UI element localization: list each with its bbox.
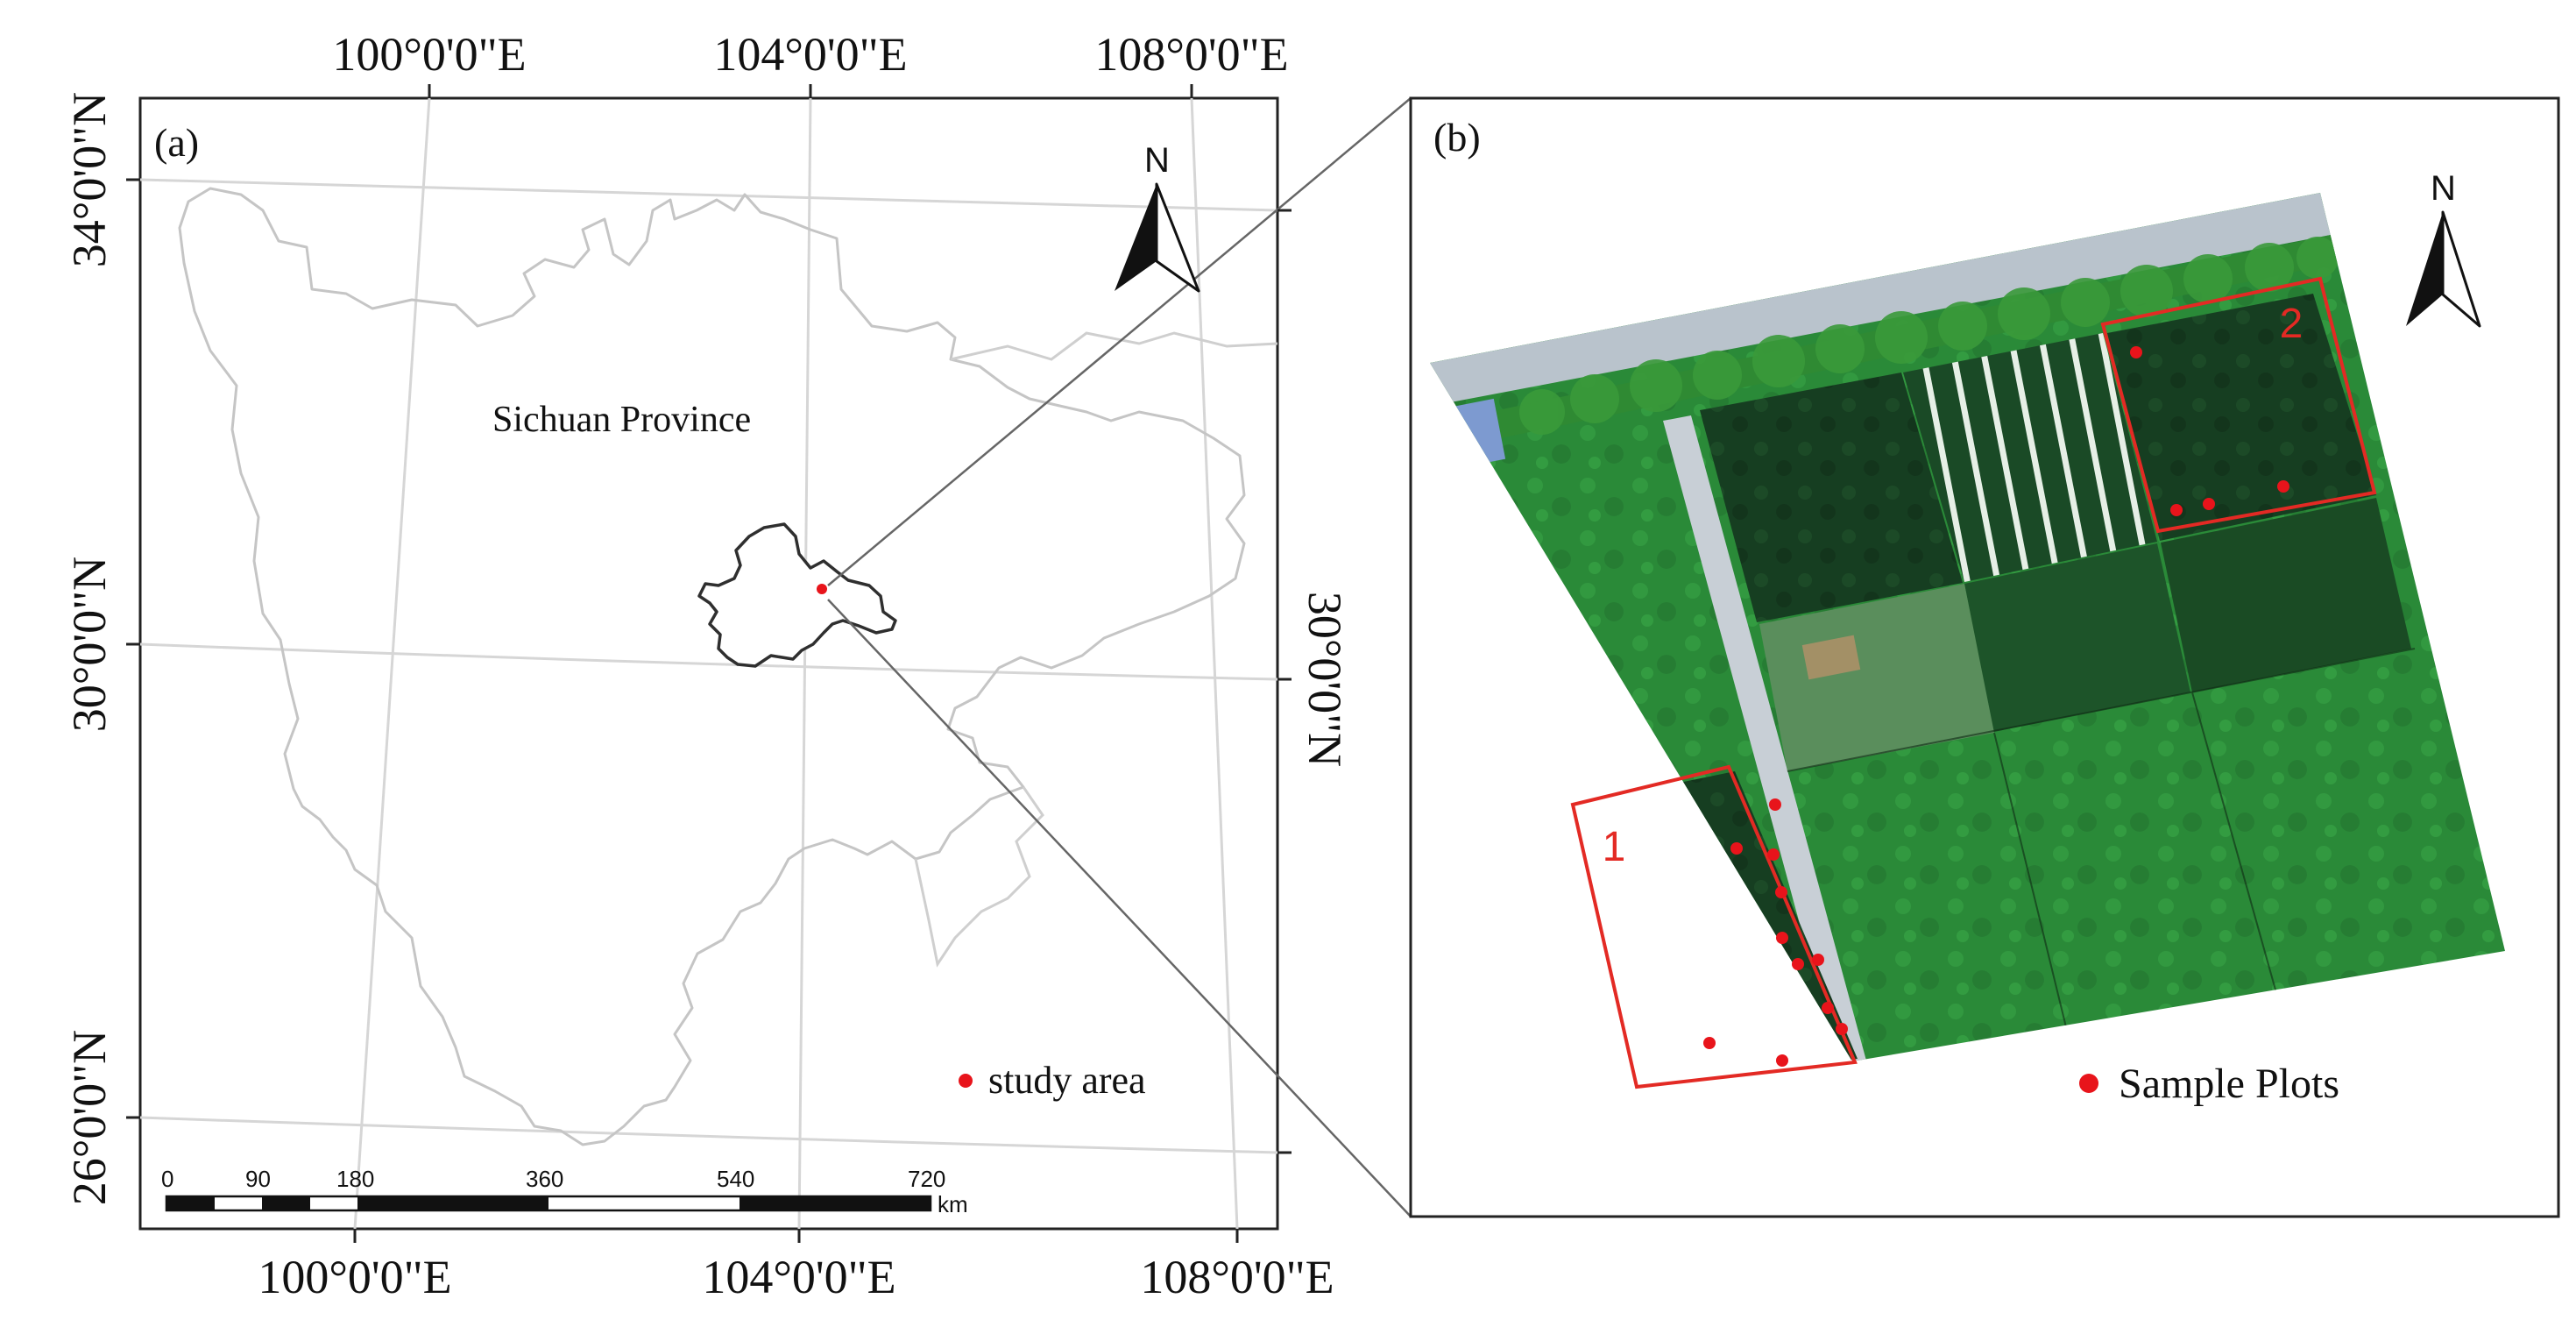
right-lat-label-30: 30°0'0"N xyxy=(1299,592,1351,767)
sample-point xyxy=(2277,480,2289,493)
sichuan-province-boundary xyxy=(178,187,1246,1146)
sample-plot-box-1: 1 xyxy=(1570,764,1858,1089)
sample-point xyxy=(1776,932,1788,944)
sample-point xyxy=(1730,842,1743,855)
plot-id-1: 1 xyxy=(1603,824,1626,870)
bottom-lon-label-100: 100°0'0"E xyxy=(258,1251,451,1303)
top-lon-label-108: 108°0'0"E xyxy=(1094,28,1288,81)
sample-point xyxy=(1812,954,1824,966)
sample-point xyxy=(1792,958,1804,970)
graticule-lat-30 xyxy=(140,642,1277,681)
graticule xyxy=(140,98,1277,1229)
field-dark xyxy=(1700,373,1963,622)
sample-point xyxy=(2130,346,2142,358)
field-dark xyxy=(2161,498,2411,692)
scalebar-segment xyxy=(740,1196,931,1210)
study-area-outline xyxy=(697,522,897,668)
legend-a: study area xyxy=(959,1059,1146,1102)
graticule-lat-34 xyxy=(140,178,1277,212)
scalebar-segment xyxy=(262,1196,310,1210)
province-label: Sichuan Province xyxy=(492,400,751,440)
scalebar-segment xyxy=(357,1196,548,1210)
bare-ground xyxy=(1801,635,1861,680)
north-arrow-icon xyxy=(1115,182,1200,293)
sample-point xyxy=(1836,1023,1848,1035)
panel-a: (a) Sichuan Province N study area 0 90 xyxy=(63,28,1412,1303)
field-dark xyxy=(1964,543,2190,732)
left-lat-label-26: 26°0'0"N xyxy=(63,1030,116,1205)
study-area-marker xyxy=(817,584,827,594)
scalebar: 0 90 180 360 540 720 km xyxy=(161,1166,968,1217)
sample-point xyxy=(1776,1054,1788,1067)
sample-point xyxy=(1775,886,1787,898)
legend-sample-plots-label: Sample Plots xyxy=(2119,1061,2339,1107)
left-lat-label-30: 30°0'0"N xyxy=(63,557,116,732)
plot-id-2: 2 xyxy=(2280,301,2304,347)
scalebar-unit: km xyxy=(938,1191,968,1217)
left-lat-label-34: 34°0'0"N xyxy=(63,92,116,267)
north-arrow-a: N xyxy=(1115,141,1200,293)
sample-point xyxy=(1769,798,1781,811)
scalebar-tick-180: 180 xyxy=(336,1166,374,1192)
field-striped xyxy=(1903,333,2157,582)
red-dot-icon xyxy=(959,1074,973,1088)
bottom-lon-label-108: 108°0'0"E xyxy=(1140,1251,1334,1303)
scalebar-tick-90: 90 xyxy=(245,1166,271,1192)
panel-b-label: (b) xyxy=(1433,115,1481,160)
scalebar-tick-720: 720 xyxy=(908,1166,945,1192)
legend-study-area-label: study area xyxy=(988,1059,1146,1102)
sample-point xyxy=(2203,498,2215,510)
north-arrow-icon xyxy=(2406,210,2481,328)
field-dark xyxy=(2107,294,2376,541)
neighbor-boundary-east xyxy=(950,331,1277,361)
legend-b: Sample Plots xyxy=(2079,1061,2339,1107)
sample-point xyxy=(1822,1002,1834,1014)
north-arrow-label: N xyxy=(1144,141,1170,180)
graticule-lat-26 xyxy=(140,1116,1277,1154)
sample-point xyxy=(2170,504,2183,516)
north-arrow-b: N xyxy=(2406,169,2481,328)
tree-canopy xyxy=(1519,237,2339,435)
sample-point xyxy=(1703,1037,1716,1049)
frame-ticks xyxy=(126,84,1292,1243)
road-band xyxy=(1430,193,2331,405)
sample-plot-box-2: 2 xyxy=(2100,276,2377,534)
north-arrow-label: N xyxy=(2431,169,2456,208)
graticule-lon-100 xyxy=(353,98,431,1229)
panel-a-label: (a) xyxy=(154,120,199,165)
field-light xyxy=(1759,584,1994,771)
top-lon-label-104: 104°0'0"E xyxy=(713,28,907,81)
connector-line-top xyxy=(827,97,1412,586)
scalebar-tick-0: 0 xyxy=(161,1166,173,1192)
scalebar-tick-360: 360 xyxy=(526,1166,563,1192)
panel-b: (b) xyxy=(1409,96,2560,1218)
top-lon-label-100: 100°0'0"E xyxy=(332,28,526,81)
graticule-lon-104 xyxy=(797,98,812,1229)
neighbor-boundary-south xyxy=(914,786,1044,968)
farm-road xyxy=(1663,415,1866,1061)
scalebar-segment xyxy=(166,1196,215,1210)
red-dot-icon xyxy=(2079,1074,2098,1093)
sample-point xyxy=(1767,848,1780,861)
scalebar-tick-540: 540 xyxy=(717,1166,754,1192)
sample-points xyxy=(1703,346,2289,1067)
connector-line-bottom xyxy=(827,599,1412,1217)
bottom-lon-label-104: 104°0'0"E xyxy=(702,1251,895,1303)
graticule-lon-108 xyxy=(1190,98,1239,1229)
